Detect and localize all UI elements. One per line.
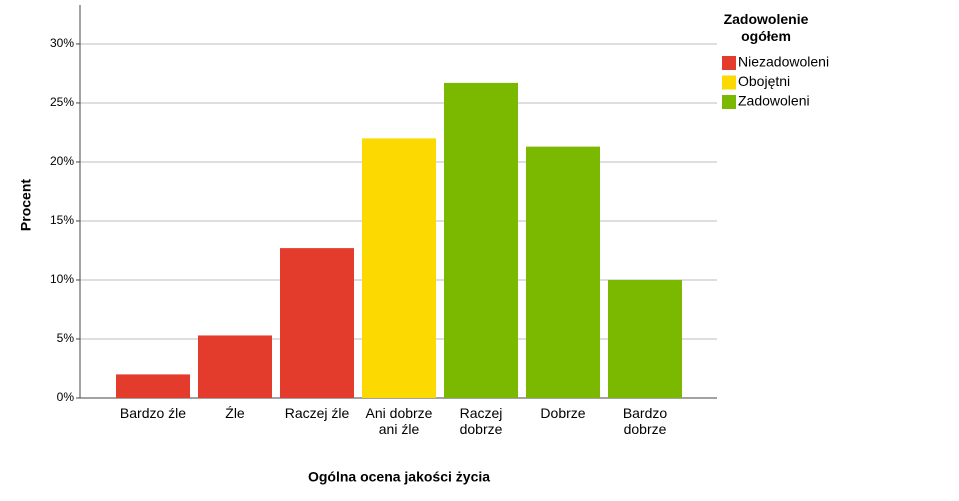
x-tick-label: Raczej źle	[285, 405, 350, 421]
legend-label: Obojętni	[738, 73, 790, 89]
bar	[526, 146, 600, 398]
bar	[608, 279, 682, 398]
x-tick-label: Ani dobrze ani źle	[366, 405, 433, 437]
bar	[444, 82, 518, 398]
legend-swatch	[722, 95, 736, 109]
bar	[362, 138, 436, 399]
y-tick-label: 30%	[50, 36, 74, 50]
y-tick-label: 25%	[50, 95, 74, 109]
x-tick-label: Bardzo źle	[120, 405, 186, 421]
x-axis-label: Ogólna ocena jakości życia	[308, 469, 490, 485]
x-tick-label: Bardzo dobrze	[623, 405, 668, 437]
bar	[198, 335, 272, 398]
y-axis-label: Procent	[18, 179, 34, 231]
legend-swatch	[722, 56, 736, 70]
y-tick-label: 10%	[50, 272, 74, 286]
legend-label: Zadowoleni	[738, 93, 810, 109]
y-tick-label: 5%	[57, 331, 75, 345]
legend-title: Zadowolenie ogółem	[724, 11, 809, 44]
x-tick-label: Źle	[225, 405, 245, 421]
x-tick-label: Dobrze	[540, 405, 585, 421]
bar	[280, 248, 354, 398]
y-tick-label: 15%	[50, 213, 74, 227]
bar	[116, 374, 190, 398]
legend-swatch	[722, 75, 736, 90]
y-tick-label: 0%	[57, 390, 75, 404]
x-tick-label: Raczej dobrze	[460, 405, 503, 437]
legend-label: Niezadowoleni	[738, 54, 829, 70]
y-tick-label: 20%	[50, 154, 74, 168]
